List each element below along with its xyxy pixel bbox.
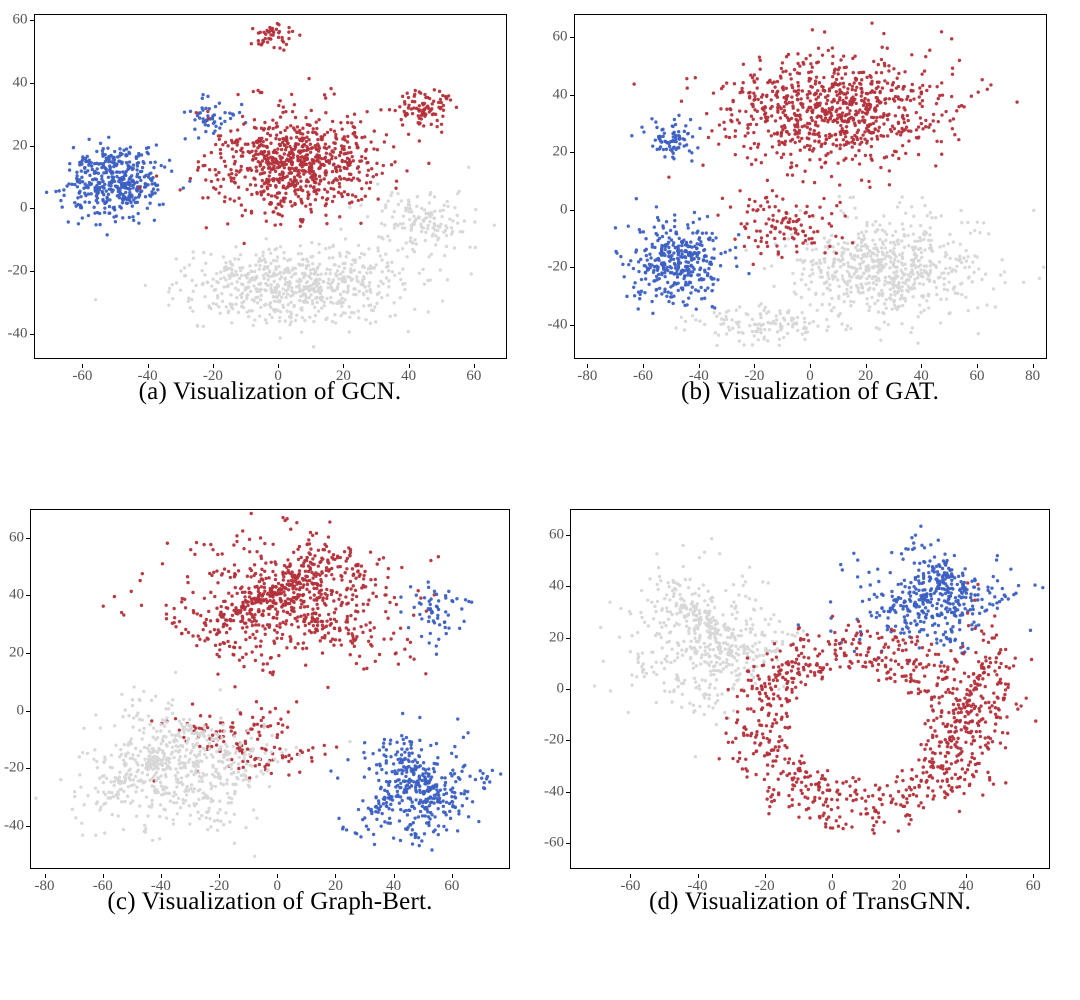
plot-wrap-gat: -40-200204060-80-60-40-20020406080 [574, 14, 1047, 364]
scatter-gcn [34, 14, 507, 359]
ytick-label: 0 [560, 201, 568, 218]
xtick-label: -20 [209, 878, 229, 895]
xtick-label: 40 [401, 368, 416, 385]
xtick-label: 20 [858, 368, 873, 385]
xtick-label: 0 [274, 878, 282, 895]
xtick-label: -20 [744, 368, 764, 385]
xtick-label: 80 [1025, 368, 1040, 385]
panel-gat: -40-200204060-80-60-40-20020406080 (b) V… [540, 10, 1080, 505]
ytick-label: 40 [549, 578, 564, 595]
ytick-label: 20 [553, 144, 568, 161]
plot-wrap-transgnn: -60-40-200204060-60-40-200204060 [570, 509, 1050, 874]
xtick-label: -40 [689, 368, 709, 385]
ytick-label: -20 [544, 732, 564, 749]
ytick-label: 20 [549, 629, 564, 646]
ytick-label: 40 [553, 86, 568, 103]
scatter-graphbert [30, 509, 510, 869]
xtick-label: 40 [959, 878, 974, 895]
xtick-label: -40 [688, 878, 708, 895]
ytick-label: -40 [544, 783, 564, 800]
ytick-label: 0 [17, 702, 25, 719]
ytick-label: -20 [548, 259, 568, 276]
xtick-label: -60 [72, 368, 92, 385]
panel-transgnn: -60-40-200204060-60-40-200204060 (d) Vis… [540, 505, 1080, 1000]
ytick-label: 0 [557, 681, 565, 698]
xtick-label: 20 [891, 878, 906, 895]
xtick-label: 60 [466, 368, 481, 385]
panel-graphbert: -40-200204060-80-60-40-200204060 (c) Vis… [0, 505, 540, 1000]
ytick-label: 40 [9, 587, 24, 604]
xtick-label: -80 [577, 368, 597, 385]
xtick-label: 20 [336, 368, 351, 385]
xtick-label: -60 [93, 878, 113, 895]
ytick-label: -40 [4, 817, 24, 834]
xtick-label: 40 [386, 878, 401, 895]
ytick-label: -40 [548, 316, 568, 333]
xtick-label: -20 [203, 368, 223, 385]
xtick-label: 60 [1026, 878, 1041, 895]
xtick-label: -40 [138, 368, 158, 385]
xtick-label: -60 [633, 368, 653, 385]
ytick-label: -20 [8, 263, 28, 280]
plot-wrap-graphbert: -40-200204060-80-60-40-200204060 [30, 509, 510, 874]
ytick-label: 60 [9, 529, 24, 546]
scatter-transgnn [570, 509, 1050, 869]
ytick-label: 40 [13, 75, 28, 92]
scatter-gat [574, 14, 1047, 359]
ytick-label: 60 [13, 12, 28, 29]
ytick-label: 0 [20, 200, 28, 217]
xtick-label: 20 [328, 878, 343, 895]
ytick-label: 60 [553, 29, 568, 46]
panel-gcn: -40-200204060-60-40-200204060 (a) Visual… [0, 10, 540, 505]
ytick-label: 20 [9, 645, 24, 662]
caption-gcn: (a) Visualization of GCN. [139, 378, 402, 406]
xtick-label: -40 [151, 878, 171, 895]
xtick-label: 40 [914, 368, 929, 385]
ytick-label: -40 [8, 325, 28, 342]
xtick-label: -60 [620, 878, 640, 895]
ytick-label: -60 [544, 835, 564, 852]
xtick-label: -20 [755, 878, 775, 895]
xtick-label: -80 [35, 878, 55, 895]
xtick-label: 0 [806, 368, 814, 385]
ytick-label: 60 [549, 526, 564, 543]
plot-wrap-gcn: -40-200204060-60-40-200204060 [34, 14, 507, 364]
xtick-label: 0 [274, 368, 282, 385]
xtick-label: 60 [969, 368, 984, 385]
ytick-label: -20 [4, 760, 24, 777]
xtick-label: 0 [828, 878, 836, 895]
ytick-label: 20 [13, 137, 28, 154]
xtick-label: 60 [444, 878, 459, 895]
